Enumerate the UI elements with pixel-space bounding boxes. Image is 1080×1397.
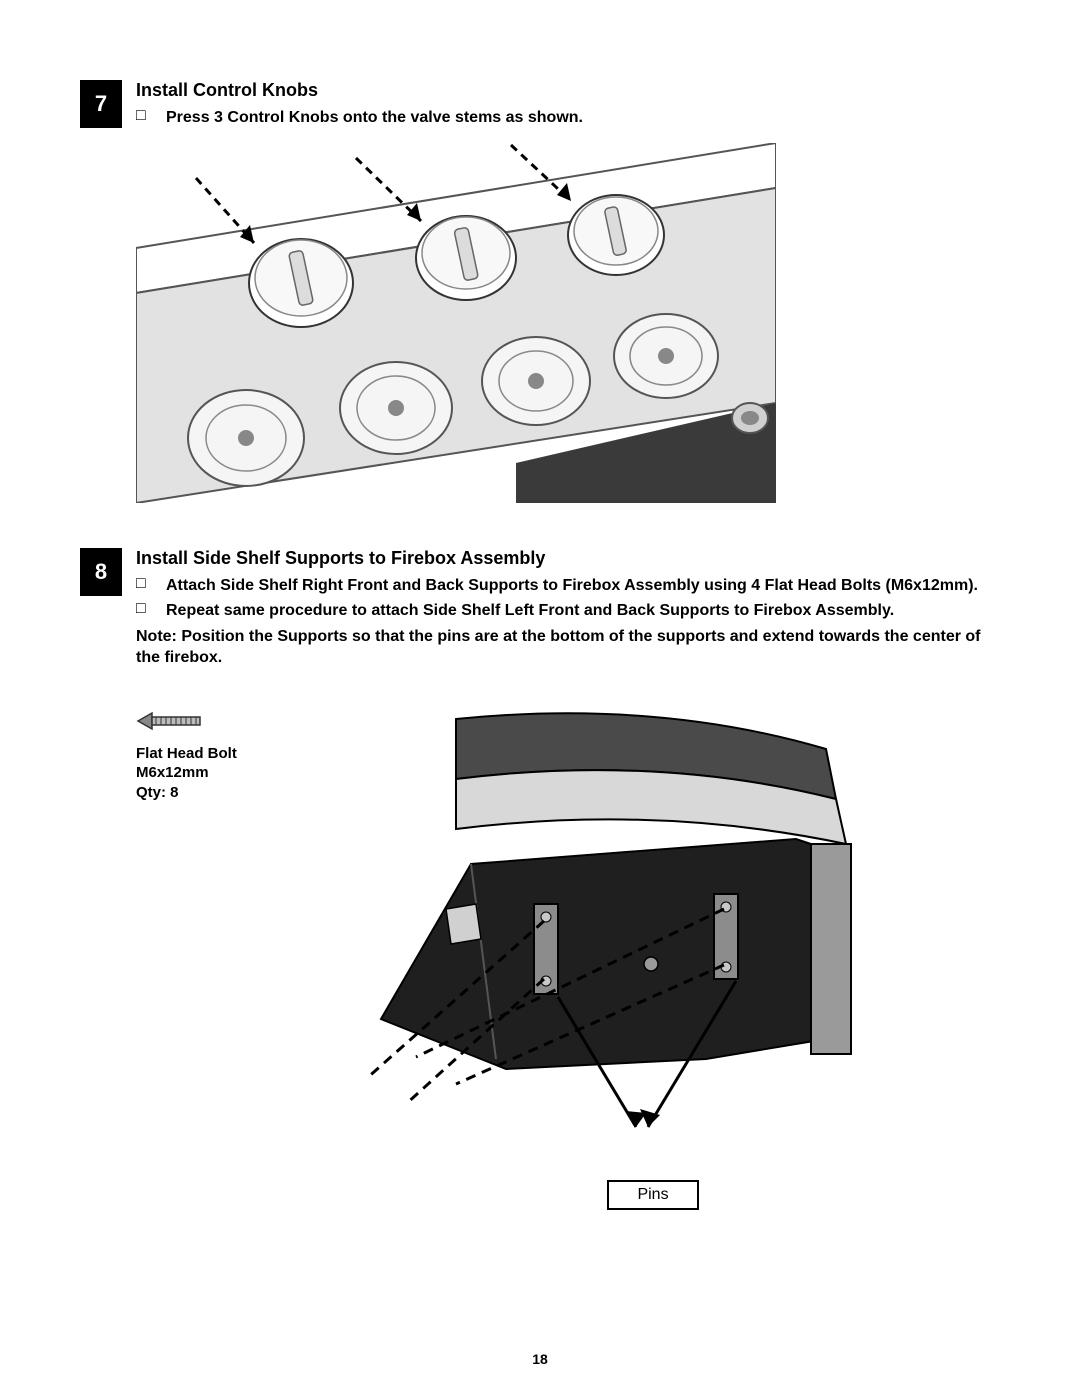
figure-control-knobs bbox=[136, 143, 1000, 508]
step-8-title: Install Side Shelf Supports to Firebox A… bbox=[136, 548, 1000, 569]
figure-8-wrap: Flat Head Bolt M6x12mm Qty: 8 bbox=[80, 709, 1000, 1210]
step-7: 7 Install Control Knobs □ Press 3 Contro… bbox=[80, 80, 1000, 133]
step-7-content: Install Control Knobs □ Press 3 Control … bbox=[136, 80, 1000, 133]
pins-label-wrap: Pins bbox=[306, 1180, 1000, 1210]
bullet-box-icon: □ bbox=[136, 107, 166, 125]
hardware-name: Flat Head Bolt bbox=[136, 744, 306, 764]
step-8: 8 Install Side Shelf Supports to Firebox… bbox=[80, 548, 1000, 669]
step-8-line-2: □ Repeat same procedure to attach Side S… bbox=[136, 600, 1000, 622]
page-number: 18 bbox=[0, 1351, 1080, 1367]
hardware-qty: Qty: 8 bbox=[136, 783, 306, 803]
bullet-box-icon: □ bbox=[136, 575, 166, 593]
step-8-content: Install Side Shelf Supports to Firebox A… bbox=[136, 548, 1000, 669]
step-8-line-2-text: Repeat same procedure to attach Side She… bbox=[166, 600, 1000, 622]
flat-head-bolt-icon bbox=[136, 709, 206, 733]
hardware-callout: Flat Head Bolt M6x12mm Qty: 8 bbox=[136, 709, 306, 803]
step-7-line-1-text: Press 3 Control Knobs onto the valve ste… bbox=[166, 107, 1000, 129]
pins-label: Pins bbox=[607, 1180, 698, 1210]
step-number-badge: 8 bbox=[80, 548, 122, 596]
step-7-line-1: □ Press 3 Control Knobs onto the valve s… bbox=[136, 107, 1000, 129]
step-8-note: Note: Position the Supports so that the … bbox=[136, 626, 1000, 669]
step-number-badge: 7 bbox=[80, 80, 122, 128]
step-7-title: Install Control Knobs bbox=[136, 80, 1000, 101]
hardware-size: M6x12mm bbox=[136, 763, 306, 783]
bullet-box-icon: □ bbox=[136, 600, 166, 618]
figure-side-shelf-supports: Pins bbox=[306, 709, 1000, 1210]
step-8-line-1-text: Attach Side Shelf Right Front and Back S… bbox=[166, 575, 1000, 597]
step-8-line-1: □ Attach Side Shelf Right Front and Back… bbox=[136, 575, 1000, 597]
